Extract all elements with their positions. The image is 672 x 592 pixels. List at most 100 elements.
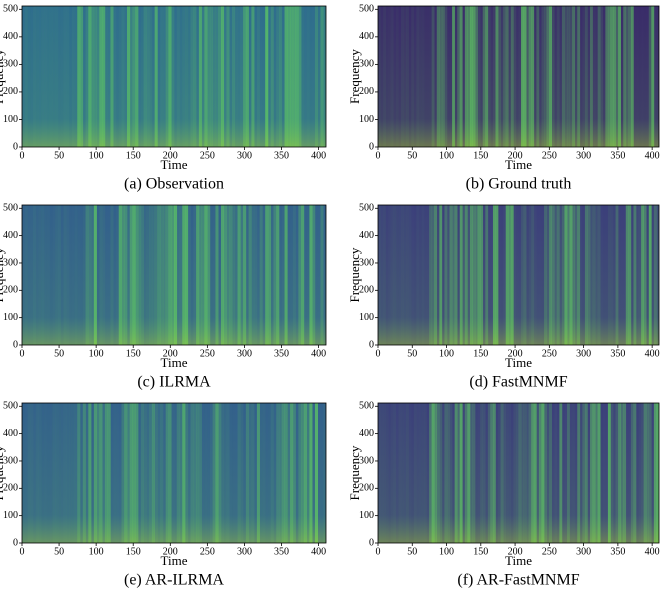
y-tick-label: 100 (3, 114, 18, 125)
heatmap-shade (378, 205, 659, 345)
x-tick-label: 100 (89, 546, 104, 557)
x-tick-label: 350 (610, 348, 625, 359)
x-tick-label: 50 (54, 348, 64, 359)
y-axis-label: Frequency (347, 49, 362, 104)
y-tick-label: 200 (3, 483, 18, 494)
heatmap (378, 403, 660, 543)
x-tick-label: 0 (376, 348, 381, 359)
y-tick-label: 500 (3, 401, 18, 412)
heatmap (22, 6, 327, 147)
x-tick-label: 100 (89, 150, 104, 161)
axes-frame (21, 402, 327, 544)
x-tick-label: 200 (163, 546, 178, 557)
x-tick-label: 50 (407, 546, 417, 557)
x-tick-label: 250 (542, 150, 557, 161)
y-tick-label: 100 (3, 510, 18, 521)
x-tick-label: 50 (54, 150, 64, 161)
x-tick-label: 300 (576, 546, 591, 557)
y-axis-label: Frequency (0, 445, 6, 500)
x-tick-label: 300 (576, 150, 591, 161)
heatmap (378, 6, 659, 147)
x-tick-label: 150 (126, 348, 141, 359)
y-tick-label: 400 (359, 230, 374, 241)
x-tick-label: 400 (645, 546, 660, 557)
y-axis-label: Frequency (347, 445, 362, 500)
x-tick-label: 150 (473, 546, 488, 557)
x-tick-label: 400 (311, 546, 326, 557)
heatmap (378, 205, 660, 345)
caption: (b) Ground truth (466, 176, 572, 193)
x-tick-label: 0 (376, 150, 381, 161)
y-tick-label: 500 (359, 4, 374, 15)
x-tick-label: 200 (508, 150, 523, 161)
x-tick-label: 0 (20, 546, 25, 557)
caption: (c) ILRMA (137, 374, 211, 391)
y-tick-label: 100 (3, 312, 18, 323)
y-tick-label: 500 (359, 401, 374, 412)
y-tick-label: 100 (359, 114, 374, 125)
x-tick-label: 0 (20, 150, 25, 161)
x-tick-label: 350 (274, 348, 289, 359)
y-axis-label: Frequency (347, 247, 362, 302)
caption: (e) AR-ILRMA (124, 572, 224, 589)
y-tick-label: 300 (359, 257, 374, 268)
heatmap (22, 205, 326, 345)
x-tick-label: 350 (274, 150, 289, 161)
axes-frame (377, 5, 660, 148)
x-axis-label: Time (505, 553, 532, 568)
y-tick-label: 300 (3, 59, 18, 70)
x-axis-label: Time (161, 355, 188, 370)
y-tick-label: 200 (3, 86, 18, 97)
y-tick-label: 0 (369, 141, 374, 152)
x-tick-label: 50 (407, 150, 417, 161)
y-tick-label: 500 (3, 4, 18, 15)
x-tick-label: 400 (645, 150, 660, 161)
y-tick-label: 400 (359, 31, 374, 42)
y-tick-label: 0 (369, 339, 374, 350)
x-tick-label: 250 (200, 546, 215, 557)
x-tick-label: 300 (237, 546, 252, 557)
axes-frame (21, 5, 327, 148)
x-axis-label: Time (161, 553, 188, 568)
x-tick-label: 200 (508, 546, 523, 557)
x-tick-label: 250 (542, 546, 557, 557)
heatmap-shade (378, 403, 659, 543)
x-tick-label: 50 (407, 348, 417, 359)
x-tick-label: 100 (439, 348, 454, 359)
x-tick-label: 250 (542, 348, 557, 359)
y-tick-label: 200 (3, 285, 18, 296)
y-tick-label: 500 (3, 203, 18, 214)
x-axis-label: Time (505, 355, 532, 370)
caption: (d) FastMNMF (469, 374, 567, 391)
y-tick-label: 400 (3, 230, 18, 241)
y-tick-label: 0 (13, 141, 18, 152)
y-tick-label: 0 (369, 537, 374, 548)
x-tick-label: 400 (311, 150, 326, 161)
x-tick-label: 400 (645, 348, 660, 359)
x-tick-label: 400 (311, 348, 326, 359)
y-tick-label: 200 (359, 86, 374, 97)
y-tick-label: 100 (359, 510, 374, 521)
axes-frame (377, 204, 660, 346)
x-tick-label: 50 (54, 546, 64, 557)
x-tick-label: 350 (610, 150, 625, 161)
x-tick-label: 200 (508, 348, 523, 359)
y-tick-label: 400 (3, 428, 18, 439)
x-tick-label: 100 (439, 150, 454, 161)
y-tick-label: 0 (13, 339, 18, 350)
x-tick-label: 150 (126, 546, 141, 557)
x-tick-label: 350 (610, 546, 625, 557)
caption: (a) Observation (124, 176, 224, 193)
x-tick-label: 100 (439, 546, 454, 557)
x-tick-label: 150 (473, 348, 488, 359)
x-tick-label: 350 (274, 546, 289, 557)
y-tick-label: 200 (359, 285, 374, 296)
axes-frame (21, 204, 327, 346)
x-tick-label: 250 (200, 348, 215, 359)
x-tick-label: 100 (89, 348, 104, 359)
heatmap-shade (22, 6, 326, 147)
heatmap-shade (378, 6, 659, 147)
y-tick-label: 300 (3, 257, 18, 268)
y-tick-label: 400 (3, 31, 18, 42)
